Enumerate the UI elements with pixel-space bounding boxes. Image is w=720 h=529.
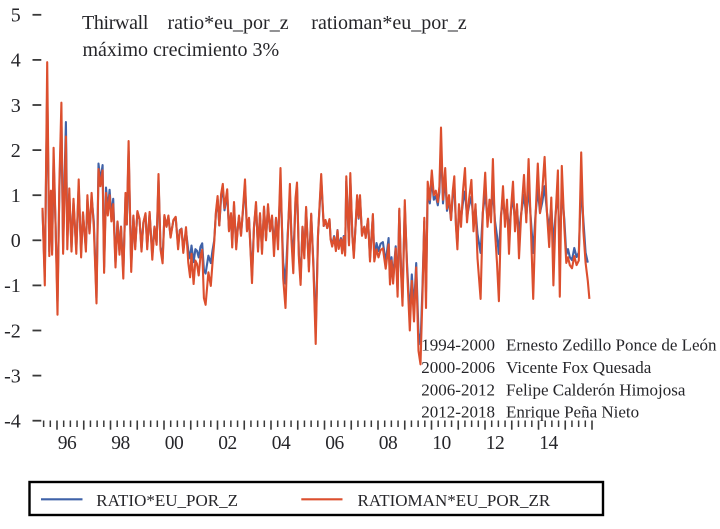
svg-text:98: 98 <box>111 433 130 454</box>
svg-text:Enrique Peña Nieto: Enrique Peña Nieto <box>506 403 639 422</box>
svg-text:máximo crecimiento 3%: máximo crecimiento 3% <box>83 39 280 61</box>
svg-text:2006-2012: 2006-2012 <box>421 380 495 399</box>
svg-text:-1: -1 <box>4 275 21 297</box>
svg-text:1: 1 <box>11 185 21 207</box>
svg-text:04: 04 <box>272 433 291 454</box>
svg-text:10: 10 <box>432 433 451 454</box>
svg-text:08: 08 <box>379 433 398 454</box>
svg-text:0: 0 <box>11 230 21 252</box>
svg-text:Vicente Fox Quesada: Vicente Fox Quesada <box>506 358 652 377</box>
svg-text:Thirwall: Thirwall <box>82 12 149 34</box>
svg-text:Felipe Calderón Himojosa: Felipe Calderón Himojosa <box>506 380 686 399</box>
svg-text:RATIO*EU_POR_Z: RATIO*EU_POR_Z <box>96 491 238 510</box>
svg-text:2: 2 <box>11 140 21 162</box>
svg-text:3: 3 <box>11 95 21 117</box>
svg-text:4: 4 <box>11 50 21 72</box>
svg-text:ratioman*eu_por_z: ratioman*eu_por_z <box>311 12 467 34</box>
svg-text:1994-2000: 1994-2000 <box>421 336 495 355</box>
svg-text:RATIOMAN*EU_POR_ZR: RATIOMAN*EU_POR_ZR <box>358 491 551 510</box>
svg-text:14: 14 <box>539 433 558 454</box>
svg-text:5: 5 <box>11 5 21 27</box>
svg-text:2000-2006: 2000-2006 <box>421 358 495 377</box>
svg-text:-4: -4 <box>4 411 21 433</box>
svg-text:96: 96 <box>58 433 77 454</box>
svg-text:2012-2018: 2012-2018 <box>421 403 495 422</box>
svg-text:12: 12 <box>486 433 505 454</box>
svg-text:06: 06 <box>325 433 344 454</box>
svg-text:ratio*eu_por_z: ratio*eu_por_z <box>168 12 289 34</box>
svg-text:02: 02 <box>218 433 237 454</box>
svg-text:-2: -2 <box>4 320 21 342</box>
svg-text:-3: -3 <box>4 365 21 387</box>
svg-text:Ernesto Zedillo Ponce de León: Ernesto Zedillo Ponce de León <box>506 336 717 355</box>
svg-text:00: 00 <box>165 433 184 454</box>
